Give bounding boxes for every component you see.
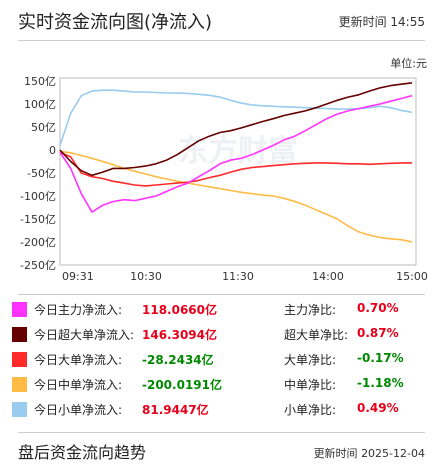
unit-label: 单位:元	[390, 57, 427, 70]
y-tick-label: 0	[49, 144, 56, 157]
ratio-label: 小单净比:	[284, 403, 337, 417]
series-line	[59, 150, 413, 243]
ratio-value: 0.49%	[357, 401, 399, 415]
footer-divider	[18, 432, 425, 433]
y-tick-label: -100亿	[20, 190, 56, 203]
series-line	[59, 94, 413, 213]
swatch-small	[12, 402, 27, 417]
x-tick-label: 09:31	[62, 270, 94, 283]
legend-value: 146.3094亿	[142, 328, 218, 342]
x-tick-label: 10:30	[130, 270, 162, 283]
ratio-label: 超大单净比:	[284, 328, 349, 342]
series-line	[59, 89, 413, 146]
legend-label: 今日超大单净流入:	[34, 328, 135, 342]
swatch-large	[12, 352, 27, 367]
x-axis: 09:31 10:30 11:30 14:00 15:00	[62, 270, 428, 283]
x-tick-label: 14:00	[312, 270, 344, 283]
ratio-label: 主力净比:	[284, 303, 337, 317]
legend-label: 今日大单净流入:	[34, 353, 123, 367]
y-tick-label: -150亿	[20, 213, 56, 226]
footer-update-label: 更新时间	[313, 447, 358, 460]
legend-value: -200.0191亿	[142, 378, 222, 392]
swatch-medium	[12, 377, 27, 392]
x-tick-label: 11:30	[222, 270, 254, 283]
ratio-value: -1.18%	[357, 376, 404, 390]
footer-update-time: 更新时间 2025-12-04	[314, 445, 425, 461]
chart-header: 实时资金流向图(净流入) 更新时间 14:55	[0, 0, 439, 40]
y-axis: 150亿 100亿 50亿 0 -50亿 -100亿 -150亿 -200亿 -250亿	[20, 75, 56, 272]
y-tick-label: 50亿	[31, 121, 56, 134]
y-tick-label: 100亿	[24, 98, 56, 111]
swatch-main	[12, 302, 27, 317]
legend-value: 81.9447亿	[142, 403, 209, 417]
header-divider	[18, 40, 425, 41]
ratio-value: -0.17%	[357, 351, 404, 365]
trend-footer: 盘后资金流向趋势 更新时间 2025-12-04	[0, 435, 439, 469]
page-title: 实时资金流向图(净流入)	[18, 12, 213, 33]
series-line	[59, 151, 412, 187]
legend-row-main: 今日主力净流入: 118.0660亿 主力净比: 0.70%	[0, 298, 439, 320]
x-tick-label: 15:00	[396, 270, 428, 283]
legend-row-medium: 今日中单净流入: -200.0191亿 中单净比: -1.18%	[0, 373, 439, 395]
footer-update-date: 2025-12-04	[361, 447, 425, 460]
legend-row-large: 今日大单净流入: -28.2434亿 大单净比: -0.17%	[0, 348, 439, 370]
y-tick-label: -250亿	[20, 259, 56, 272]
legend-value: 118.0660亿	[142, 303, 218, 317]
legend-row-small: 今日小单净流入: 81.9447亿 小单净比: 0.49%	[0, 398, 439, 420]
swatch-super	[12, 327, 27, 342]
legend-label: 今日小单净流入:	[34, 403, 123, 417]
legend-row-super: 今日超大单净流入: 146.3094亿 超大单净比: 0.87%	[0, 323, 439, 345]
y-tick-label: -50亿	[27, 167, 56, 180]
series-lines	[59, 82, 413, 243]
ratio-value: 0.87%	[357, 326, 399, 340]
update-time-label: 更新时间	[338, 15, 387, 29]
ratio-label: 大单净比:	[284, 353, 337, 367]
plot-area	[59, 77, 417, 266]
ratio-label: 中单净比:	[284, 378, 337, 392]
series-line	[59, 82, 413, 177]
watermark: 东方财富	[178, 134, 298, 169]
legend-label: 今日中单净流入:	[34, 378, 123, 392]
trend-title[interactable]: 盘后资金流向趋势	[18, 443, 147, 462]
legend-label: 今日主力净流入:	[34, 303, 123, 317]
fund-flow-chart: 东方财富 150亿 100亿 50亿 0 -50亿 -100亿 -150亿 -200亿 -250…	[20, 75, 428, 283]
ratio-value: 0.70%	[357, 301, 399, 315]
y-tick-label: 150亿	[24, 75, 56, 88]
legend-value: -28.2434亿	[142, 353, 214, 367]
update-time: 更新时间 14:55	[339, 13, 425, 30]
chart-divider	[18, 294, 425, 295]
y-tick-label: -200亿	[20, 236, 56, 249]
update-time-value: 14:55	[390, 15, 425, 29]
